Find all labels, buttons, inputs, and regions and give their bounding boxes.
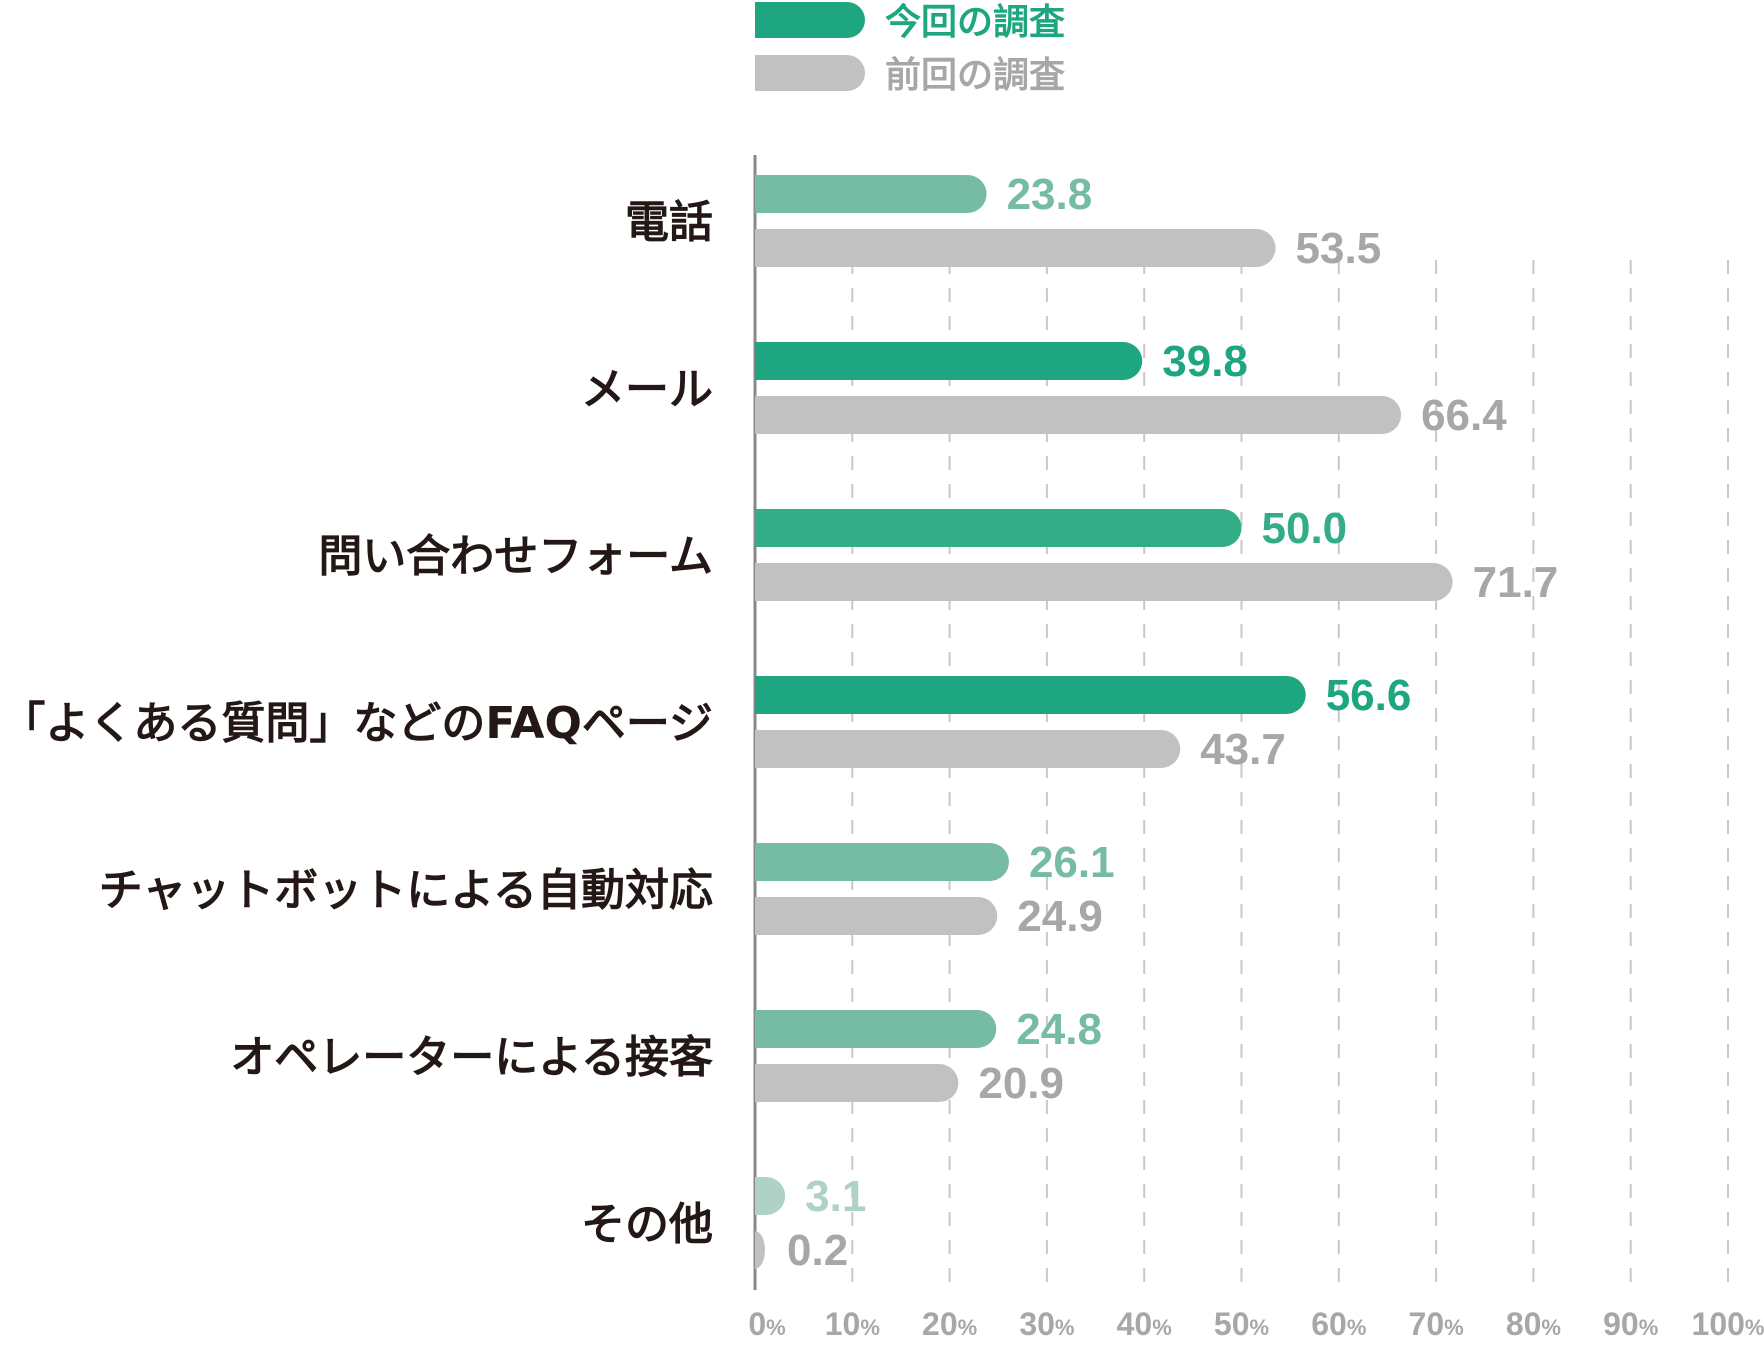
bar-previous-6	[755, 1231, 765, 1269]
x-tick-number: 40	[1117, 1306, 1153, 1342]
data-label-previous-4: 24.9	[1017, 892, 1103, 941]
bar-current-3	[755, 676, 1306, 714]
category-label-2: 問い合わせフォーム	[318, 531, 713, 582]
x-tick-label-0: 0%	[748, 1306, 785, 1342]
x-tick-label-80: 80%	[1506, 1306, 1561, 1342]
x-tick-number: 30	[1019, 1306, 1055, 1342]
category-label-5: オペレーターによる接客	[230, 1032, 713, 1083]
data-label-current-4: 26.1	[1029, 838, 1115, 887]
data-label-current-6: 3.1	[805, 1172, 866, 1221]
bar-current-5	[755, 1010, 997, 1048]
x-tick-label-60: 60%	[1311, 1306, 1366, 1342]
category-label-0: 電話	[625, 197, 713, 248]
x-tick-number: 20	[922, 1306, 958, 1342]
bar-current-0	[755, 175, 987, 213]
data-label-current-5: 24.8	[1016, 1005, 1102, 1054]
x-tick-unit: %	[1745, 1315, 1764, 1340]
legend-label-current: 今回の調査	[885, 2, 1065, 43]
bar-previous-3	[755, 730, 1181, 768]
x-tick-unit: %	[766, 1315, 786, 1340]
x-tick-unit: %	[1639, 1315, 1659, 1340]
bar-previous-2	[755, 563, 1453, 601]
bar-previous-1	[755, 396, 1402, 434]
x-tick-label-10: 10%	[825, 1306, 880, 1342]
bar-previous-5	[755, 1064, 959, 1102]
x-tick-number: 90	[1603, 1306, 1639, 1342]
x-tick-unit: %	[1055, 1315, 1075, 1340]
category-label-3: 「よくある質問」などのFAQページ	[1, 698, 713, 749]
x-tick-number: 60	[1311, 1306, 1347, 1342]
x-tick-label-70: 70%	[1409, 1306, 1464, 1342]
category-labels: 電話メール問い合わせフォーム「よくある質問」などのFAQページチャットボットによ…	[1, 197, 713, 1250]
bar-current-4	[755, 843, 1009, 881]
data-label-previous-5: 20.9	[978, 1059, 1064, 1108]
x-tick-labels: 0% 10% 20% 30% 40% 50% 60% 70% 80% 90% 100%	[748, 1306, 1764, 1342]
x-tick-label-100: 100%	[1692, 1306, 1764, 1342]
bars: 23.8 53.5 39.8 66.4 50.0 71.7 56.6 43.7 26.1 24.9…	[755, 170, 1558, 1275]
category-label-1: メール	[581, 364, 713, 415]
bar-previous-4	[755, 897, 998, 935]
data-label-current-2: 50.0	[1262, 504, 1348, 553]
category-label-4: チャットボットによる自動対応	[99, 865, 713, 916]
x-tick-unit: %	[1444, 1315, 1464, 1340]
x-tick-unit: %	[860, 1315, 880, 1340]
bar-previous-0	[755, 229, 1276, 267]
bar-current-6	[755, 1177, 786, 1215]
data-label-current-0: 23.8	[1007, 170, 1093, 219]
bar-current-2	[755, 509, 1242, 547]
x-tick-label-90: 90%	[1603, 1306, 1658, 1342]
data-label-previous-0: 53.5	[1296, 224, 1382, 273]
x-tick-unit: %	[1541, 1315, 1561, 1340]
data-label-previous-6: 0.2	[787, 1226, 848, 1275]
x-tick-unit: %	[1250, 1315, 1270, 1340]
bar-current-1	[755, 342, 1143, 380]
x-tick-label-20: 20%	[922, 1306, 977, 1342]
x-tick-unit: %	[958, 1315, 978, 1340]
x-tick-number: 70	[1409, 1306, 1445, 1342]
x-tick-label-40: 40%	[1117, 1306, 1172, 1342]
x-tick-label-50: 50%	[1214, 1306, 1269, 1342]
legend-label-previous: 前回の調査	[885, 55, 1065, 96]
x-tick-number: 0	[748, 1306, 766, 1342]
x-tick-number: 10	[825, 1306, 861, 1342]
x-tick-number: 100	[1692, 1306, 1745, 1342]
data-label-current-1: 39.8	[1162, 337, 1248, 386]
legend-swatch-current	[755, 2, 865, 38]
x-tick-number: 50	[1214, 1306, 1250, 1342]
x-tick-unit: %	[1152, 1315, 1172, 1340]
x-tick-label-30: 30%	[1019, 1306, 1074, 1342]
x-tick-unit: %	[1347, 1315, 1367, 1340]
x-tick-number: 80	[1506, 1306, 1542, 1342]
data-label-previous-1: 66.4	[1421, 391, 1507, 440]
data-label-previous-2: 71.7	[1473, 558, 1559, 607]
data-label-current-3: 56.6	[1326, 671, 1412, 720]
data-label-previous-3: 43.7	[1200, 725, 1286, 774]
legend-swatch-previous	[755, 55, 865, 91]
category-label-6: その他	[581, 1199, 713, 1250]
